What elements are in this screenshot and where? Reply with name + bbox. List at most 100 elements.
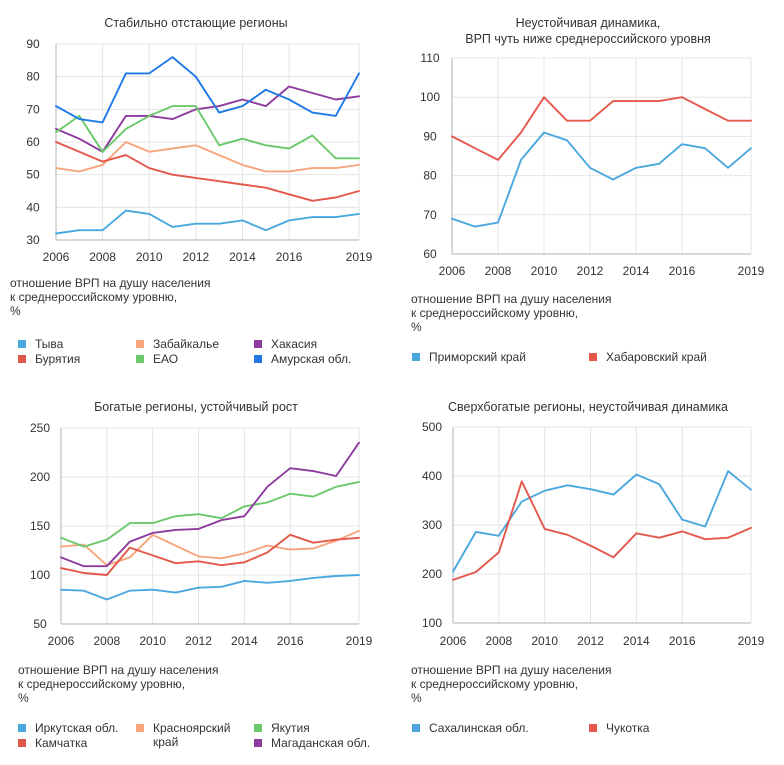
y-tick-label: 90 [423,129,437,143]
series-line-Магаданская обл. [60,441,360,568]
series-line-Камчатка [60,533,360,576]
x-tick-label: 2014 [229,250,256,264]
legend-swatch [589,724,597,732]
y-tick-label: 100 [420,90,440,104]
y-tick-label: 50 [33,617,47,631]
x-tick-label: 2008 [93,634,120,648]
legend-swatch [18,340,26,348]
y-axis-label-line: к среднероссийскому уровню, [411,677,579,691]
legend-item-khabarovsk: Хабаровский край [589,350,707,364]
chart-title: Сверхбогатые регионы, неустойчивая динам… [448,400,728,414]
legend-label: Забайкалье [153,337,220,351]
y-tick-label: 70 [26,102,40,116]
legend-swatch [254,739,262,747]
chart-title: Неустойчивая динамика, [516,16,661,30]
y-axis-label-line: % [411,320,422,334]
y-axis-label: отношение ВРП на душу населения к средне… [18,663,219,705]
legend-label: Сахалинская обл. [429,721,529,735]
x-tick-label: 2016 [669,634,696,648]
legend-item-amur: Амурская обл. [254,352,351,366]
chart-panel-stably-lagging: Стабильно отстающие регионы 30 40 50 60 70 80 9… [0,0,392,382]
series-line-Бурятия [55,141,360,202]
y-axis-label-line: % [411,691,422,705]
y-tick-label: 200 [30,470,50,484]
y-tick-label: 110 [420,51,439,65]
legend-label: Бурятия [35,352,81,366]
x-tick-label: 2019 [738,264,765,278]
series-line-Иркутская обл. [60,574,360,601]
series-line-ЕАО [55,105,360,160]
y-axis-label-line: отношение ВРП на душу населения [10,276,211,290]
y-tick-label: 200 [422,567,442,581]
chart-title: Богатые регионы, устойчивый рост [94,400,298,414]
y-tick-label: 500 [422,420,442,434]
y-tick-label: 400 [422,469,442,483]
y-axis-label-line: к среднероссийскому уровню, [10,290,178,304]
x-tick-label: 2010 [136,250,163,264]
y-axis-label-line: отношение ВРП на душу населения [18,663,219,677]
legend-label: ЕАО [153,352,179,366]
series-line-Красноярский край [60,529,360,567]
chart-panel-unstable-dynamics: Неустойчивая динамика, ВРП чуть ниже сред… [392,0,784,382]
y-tick-label: 30 [26,233,40,247]
legend-item-primorsky: Приморский край [412,350,526,364]
x-tick-label: 2010 [531,264,558,278]
legend-item-zabaikalye: Забайкалье [136,337,219,351]
series-line-Хакасия [55,85,360,153]
y-tick-label: 80 [423,169,437,183]
x-tick-label: 2008 [485,634,512,648]
series-line-Амурская обл. [55,56,360,124]
x-tick-label: 2019 [346,250,373,264]
legend-item-kamchatka: Камчатка [18,736,87,750]
line-chart-super-rich-regions: Сверхбогатые регионы, неустойчивая динам… [422,400,765,648]
legend-swatch [18,724,26,732]
legend-item-chukotka: Чукотка [589,721,649,735]
chart-title: ВРП чуть ниже среднероссийского уровня [465,32,711,46]
line-chart-stably-lagging: Стабильно отстающие регионы 30 40 50 60 70 80 9… [26,16,373,264]
x-tick-label: 2006 [43,250,70,264]
y-tick-label: 80 [26,70,40,84]
y-axis-label-line: к среднероссийскому уровню, [18,677,186,691]
legend-swatch [412,724,420,732]
x-tick-label: 2016 [669,264,696,278]
x-tick-label: 2008 [89,250,116,264]
legend-label: Магаданская обл. [271,736,371,750]
chart-panel-super-rich-regions: Сверхбогатые регионы, неустойчивая динам… [392,383,784,765]
legend-swatch [254,340,262,348]
series-line-Хабаровский край [451,96,752,161]
x-tick-label: 2012 [185,634,212,648]
x-tick-label: 2012 [577,264,604,278]
y-axis-label-line: отношение ВРП на душу населения [411,663,612,677]
legend-swatch [136,340,144,348]
x-tick-label: 2010 [139,634,166,648]
y-tick-label: 300 [422,518,442,532]
y-tick-label: 60 [423,247,437,261]
legend-label: Камчатка [35,736,88,750]
y-tick-label: 50 [26,168,40,182]
x-tick-label: 2012 [577,634,604,648]
x-tick-label: 2019 [738,634,765,648]
legend-swatch [254,724,262,732]
x-tick-label: 2014 [231,634,258,648]
x-tick-label: 2006 [439,264,466,278]
y-tick-label: 90 [26,37,40,51]
series-line-Якутия [60,480,360,548]
legend-swatch [412,353,420,361]
y-axis-label-line: отношение ВРП на душу населения [411,292,612,306]
y-tick-label: 100 [422,616,442,630]
legend-label: Чукотка [606,721,650,735]
legend-item-yakutia: Якутия [254,721,310,735]
y-axis-label-line: к среднероссийскому уровню, [411,306,579,320]
legend-label: Красноярский край [153,721,231,749]
legend-item-magadan: Магаданская обл. [254,736,370,750]
legend-item-sakhalin: Сахалинская обл. [412,721,529,735]
series-line-Забайкалье [55,141,360,173]
x-tick-label: 2006 [440,634,467,648]
y-axis-label-line: % [10,304,21,318]
legend-swatch [18,355,26,363]
legend-swatch [254,355,262,363]
y-tick-label: 60 [26,135,40,149]
x-tick-label: 2019 [346,634,373,648]
x-tick-label: 2006 [48,634,75,648]
legend-label: Амурская обл. [271,352,352,366]
